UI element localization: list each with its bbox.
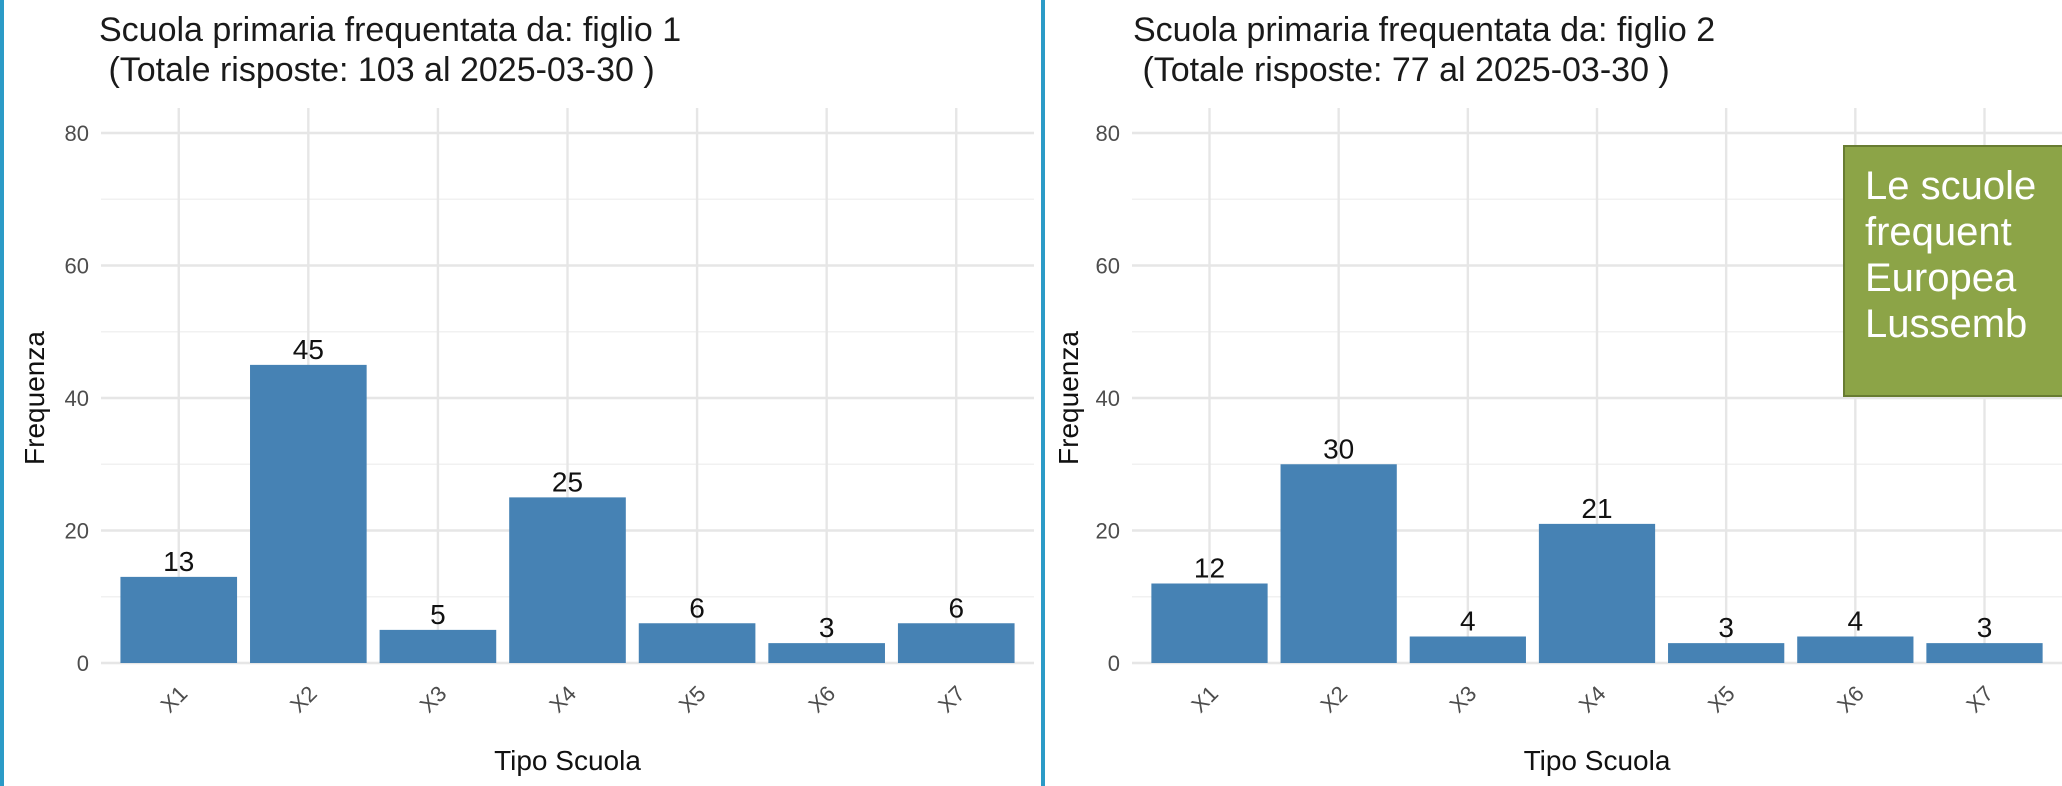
bar <box>1797 636 1914 663</box>
data-label: 45 <box>293 334 324 365</box>
bar <box>1280 464 1397 663</box>
bar <box>1926 643 2043 663</box>
chart-title: Scuola primaria frequentata da: figlio 2… <box>1133 11 1716 89</box>
x-tick-label: X4 <box>1574 681 1611 718</box>
data-label: 4 <box>1460 606 1476 637</box>
data-label: 4 <box>1848 606 1864 637</box>
data-label: 30 <box>1323 433 1354 464</box>
bar <box>1668 643 1785 663</box>
x-axis-label: Tipo Scuola <box>1524 745 1671 776</box>
bar-chart-figlio-1: 0 20 40 60 80 13 45 5 25 6 3 6 X1 X2 X3 X4 X5 X6 X7 Tipo Sc… <box>19 108 1034 776</box>
y-axis-label: Frequenza <box>19 331 50 465</box>
y-tick-label: 80 <box>65 121 89 146</box>
bar <box>1151 583 1268 663</box>
y-tick-label: 40 <box>1096 386 1120 411</box>
x-tick-label: X6 <box>803 681 840 718</box>
data-label: 6 <box>689 592 705 623</box>
y-tick-label: 60 <box>1096 254 1120 279</box>
bar <box>1538 523 1656 663</box>
chart-panel-figlio-1: Scuola primaria frequentata da: figlio 1… <box>0 0 1045 786</box>
callout-box: Le scuole frequent Europea Lussemb <box>1843 145 2062 397</box>
bar <box>120 576 238 663</box>
callout-line: frequent <box>1865 210 2012 254</box>
data-label: 6 <box>948 592 964 623</box>
y-tick-label: 20 <box>1096 519 1120 544</box>
data-label: 21 <box>1581 493 1612 524</box>
x-tick-label: X3 <box>1445 681 1482 718</box>
callout-line: Le scuole <box>1865 164 2037 208</box>
y-axis-label: Frequenza <box>1053 331 1084 465</box>
x-tick-label: X1 <box>1186 681 1223 718</box>
bar <box>638 623 756 663</box>
x-tick-label: X2 <box>285 681 322 718</box>
x-tick-label: X6 <box>1832 681 1869 718</box>
x-tick-label: X5 <box>674 681 711 718</box>
callout-line: Europea <box>1865 256 2017 300</box>
y-tick-label: 60 <box>65 254 89 279</box>
x-tick-label: X3 <box>415 681 452 718</box>
x-tick-label: X7 <box>1961 681 1998 718</box>
x-tick-label: X5 <box>1703 681 1740 718</box>
bar <box>509 497 626 663</box>
data-label: 25 <box>552 466 583 497</box>
y-tick-label: 0 <box>77 651 89 676</box>
y-tick-label: 40 <box>65 386 89 411</box>
callout-line: Lussemb <box>1865 302 2028 346</box>
chart-title: Scuola primaria frequentata da: figlio 1… <box>99 11 682 89</box>
bar <box>768 643 885 663</box>
x-axis-label: Tipo Scuola <box>494 745 641 776</box>
data-label: 5 <box>430 599 446 630</box>
y-tick-label: 0 <box>1108 651 1120 676</box>
data-label: 3 <box>1977 612 1993 643</box>
data-label: 3 <box>819 612 835 643</box>
chart-panel-figlio-2: Scuola primaria frequentata da: figlio 2… <box>1045 0 2062 786</box>
x-tick-label: X2 <box>1315 681 1352 718</box>
x-tick-label: X1 <box>156 681 193 718</box>
y-tick-label: 80 <box>1096 121 1120 146</box>
bar <box>897 623 1015 663</box>
bar-chart-figlio-2: 0 20 40 60 80 12 30 4 21 3 4 3 X1 X2 X3 X4 X5 X6 X7 Tipo Sc… <box>1053 108 2062 776</box>
data-label: 12 <box>1194 553 1225 584</box>
x-tick-label: X7 <box>933 681 970 718</box>
bar <box>250 364 367 663</box>
y-tick-label: 20 <box>65 519 89 544</box>
x-tick-label: X4 <box>544 681 581 718</box>
data-label: 3 <box>1718 612 1734 643</box>
bar <box>379 629 497 663</box>
data-label: 13 <box>163 546 194 577</box>
bar <box>1409 636 1526 663</box>
